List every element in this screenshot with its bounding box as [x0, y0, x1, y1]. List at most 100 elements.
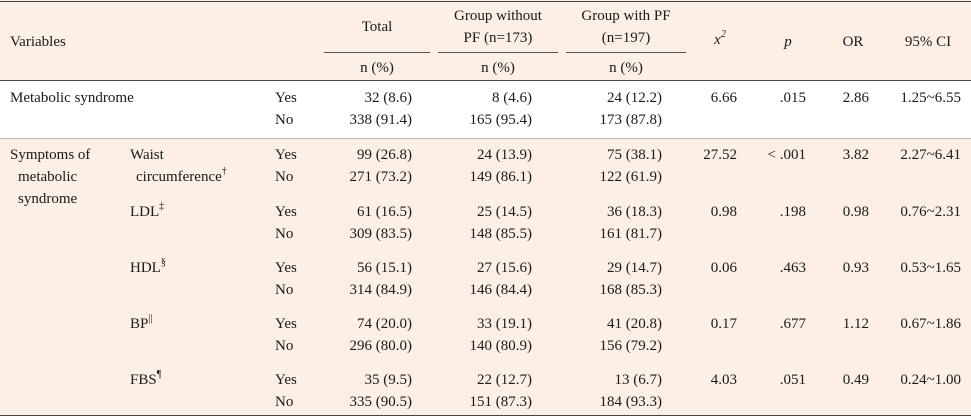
ldl-chi: 0.98: [710, 204, 737, 220]
header-ci: 95% CI: [904, 34, 952, 50]
hdl-no-label: No: [275, 282, 294, 298]
section-divider: [0, 138, 971, 139]
top-rule: [0, 1, 971, 2]
metabolic-no-label: No: [275, 112, 294, 128]
bp-p: .677: [779, 316, 806, 332]
bp-ci: 0.67~1.86: [900, 316, 961, 332]
bp-no-total: 296 (80.0): [349, 338, 413, 354]
waist-yes-with: 75 (38.1): [607, 147, 662, 163]
waist-no-with: 122 (61.9): [599, 169, 663, 185]
symptoms-background: [0, 138, 971, 415]
waist-p: < .001: [767, 147, 806, 163]
header-without-pf-line2: PF (n=173): [463, 30, 533, 46]
hdl-no-with: 168 (85.3): [599, 282, 663, 298]
fbs-no-label: No: [275, 394, 294, 410]
ldl-yes-total: 61 (16.5): [357, 204, 412, 220]
metabolic-syndrome-label: Metabolic syndrome: [10, 90, 134, 106]
metabolic-no-without: 165 (95.4): [469, 112, 533, 128]
bp-label: BP||: [130, 313, 153, 333]
header-rule: [0, 80, 971, 81]
symptoms-label-line1: Symptoms of: [10, 147, 91, 163]
fbs-chi: 4.03: [710, 372, 737, 388]
fbs-p: .051: [779, 372, 806, 388]
header-with-pf-line2: (n=197): [601, 30, 651, 46]
ldl-no-with: 161 (81.7): [599, 226, 663, 242]
hdl-no-without: 146 (84.4): [469, 282, 533, 298]
ldl-no-total: 309 (83.5): [349, 226, 413, 242]
ldl-label: LDL‡: [130, 201, 165, 221]
hdl-label: HDL§: [130, 257, 166, 277]
waist-ci: 2.27~6.41: [900, 147, 961, 163]
ldl-yes-label: Yes: [275, 204, 297, 220]
metabolic-ci: 1.25~6.55: [900, 90, 961, 106]
hdl-chi: 0.06: [710, 260, 737, 276]
hdl-p: .463: [779, 260, 806, 276]
ldl-yes-with: 36 (18.3): [607, 204, 662, 220]
hdl-yes-label: Yes: [275, 260, 297, 276]
bp-yes-total: 74 (20.0): [357, 316, 412, 332]
bp-no-label: No: [275, 338, 294, 354]
with-pf-subrule: [566, 52, 686, 53]
header-without-pf-line1: Group without: [454, 8, 542, 24]
hdl-yes-with: 29 (14.7): [607, 260, 662, 276]
metabolic-yes-total: 32 (8.6): [364, 90, 413, 106]
waist-label-line2: circumference†: [136, 166, 227, 186]
header-chi-square: x2: [714, 29, 726, 49]
fbs-or: 0.49: [842, 372, 869, 388]
waist-yes-total: 99 (26.8): [357, 147, 412, 163]
fbs-yes-without: 22 (12.7): [477, 372, 532, 388]
hdl-or: 0.93: [842, 260, 869, 276]
ldl-p: .198: [779, 204, 806, 220]
header-p-value: p: [784, 34, 792, 50]
fbs-ci: 0.24~1.00: [900, 372, 961, 388]
hdl-ci: 0.53~1.65: [900, 260, 961, 276]
fbs-no-with: 184 (93.3): [599, 394, 663, 410]
bp-or: 1.12: [842, 316, 869, 332]
symptoms-label-line2: metabolic: [18, 169, 78, 185]
fbs-yes-with: 13 (6.7): [614, 372, 663, 388]
ldl-ci: 0.76~2.31: [900, 204, 961, 220]
metabolic-yes-label: Yes: [275, 90, 297, 106]
bp-no-with: 156 (79.2): [599, 338, 663, 354]
header-or: OR: [842, 34, 864, 50]
header-background: [0, 0, 971, 80]
hdl-no-total: 314 (84.9): [349, 282, 413, 298]
metabolic-no-total: 338 (91.4): [349, 112, 413, 128]
symptoms-label-line3: syndrome: [18, 191, 78, 207]
metabolic-yes-with: 24 (12.2): [607, 90, 662, 106]
total-subrule: [324, 52, 430, 53]
fbs-no-without: 151 (87.3): [469, 394, 533, 410]
waist-or: 3.82: [842, 147, 869, 163]
metabolic-p: .015: [779, 90, 806, 106]
header-with-pf-line1: Group with PF: [581, 8, 671, 24]
waist-no-without: 149 (86.1): [469, 169, 533, 185]
hdl-yes-without: 27 (15.6): [477, 260, 532, 276]
hdl-yes-total: 56 (15.1): [357, 260, 412, 276]
metabolic-or: 2.86: [842, 90, 869, 106]
metabolic-yes-without: 8 (4.6): [492, 90, 532, 106]
header-variables: Variables: [10, 34, 66, 50]
fbs-label: FBS¶: [130, 369, 162, 389]
fbs-yes-label: Yes: [275, 372, 297, 388]
metabolic-no-with: 173 (87.8): [599, 112, 663, 128]
header-with-pf-unit: n (%): [609, 60, 643, 76]
ldl-yes-without: 25 (14.5): [477, 204, 532, 220]
waist-label-line1: Waist: [130, 147, 164, 163]
header-total: Total: [361, 19, 393, 35]
bp-yes-label: Yes: [275, 316, 297, 332]
waist-no-total: 271 (73.2): [349, 169, 413, 185]
bp-yes-with: 41 (20.8): [607, 316, 662, 332]
waist-chi: 27.52: [703, 147, 737, 163]
ldl-or: 0.98: [842, 204, 869, 220]
bp-no-without: 140 (80.9): [469, 338, 533, 354]
ldl-no-without: 148 (85.5): [469, 226, 533, 242]
fbs-no-total: 335 (90.5): [349, 394, 413, 410]
fbs-yes-total: 35 (9.5): [364, 372, 413, 388]
bottom-rule: [0, 415, 971, 416]
waist-no-label: No: [275, 169, 294, 185]
ldl-no-label: No: [275, 226, 294, 242]
waist-yes-label: Yes: [275, 147, 297, 163]
header-total-unit: n (%): [360, 60, 394, 76]
bp-chi: 0.17: [710, 316, 737, 332]
